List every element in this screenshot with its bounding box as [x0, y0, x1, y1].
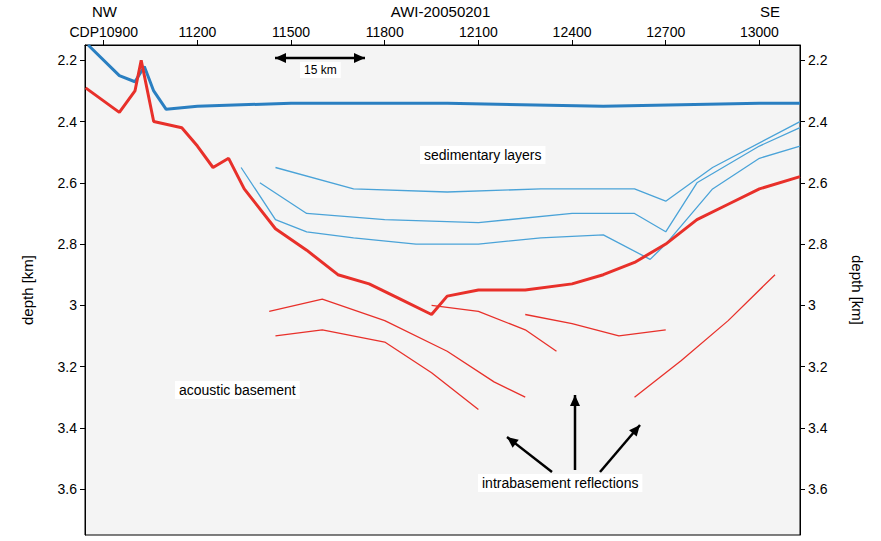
svg-text:15 km: 15 km: [304, 63, 337, 77]
svg-text:depth [km]: depth [km]: [19, 255, 36, 325]
svg-text:2.4: 2.4: [58, 114, 78, 130]
svg-text:3.6: 3.6: [58, 481, 78, 497]
svg-text:CDP10900: CDP10900: [69, 24, 138, 40]
svg-text:12700: 12700: [646, 24, 685, 40]
svg-text:3.2: 3.2: [808, 359, 828, 375]
svg-text:2.2: 2.2: [58, 52, 78, 68]
svg-text:2.6: 2.6: [58, 175, 78, 191]
svg-text:2.2: 2.2: [808, 52, 828, 68]
svg-text:3.4: 3.4: [808, 420, 828, 436]
svg-text:3: 3: [808, 297, 816, 313]
svg-text:3.4: 3.4: [58, 420, 78, 436]
svg-text:SE: SE: [760, 3, 780, 20]
svg-text:3: 3: [69, 297, 77, 313]
svg-text:2.8: 2.8: [808, 236, 828, 252]
svg-text:acoustic basement: acoustic basement: [179, 382, 296, 398]
svg-text:2.4: 2.4: [808, 114, 828, 130]
svg-text:NW: NW: [92, 3, 118, 20]
svg-text:11200: 11200: [178, 24, 216, 40]
svg-text:12100: 12100: [459, 24, 498, 40]
svg-text:2.6: 2.6: [808, 175, 828, 191]
svg-text:3.2: 3.2: [58, 359, 78, 375]
svg-text:11800: 11800: [366, 24, 404, 40]
svg-text:AWI-20050201: AWI-20050201: [391, 3, 491, 20]
svg-text:13000: 13000: [740, 24, 779, 40]
svg-text:intrabasement reflections: intrabasement reflections: [482, 475, 638, 491]
svg-text:depth [km]: depth [km]: [849, 255, 866, 325]
svg-text:3.6: 3.6: [808, 481, 828, 497]
svg-text:11500: 11500: [272, 24, 310, 40]
svg-text:12400: 12400: [553, 24, 592, 40]
svg-text:sedimentary layers: sedimentary layers: [424, 147, 542, 163]
svg-text:2.8: 2.8: [58, 236, 78, 252]
